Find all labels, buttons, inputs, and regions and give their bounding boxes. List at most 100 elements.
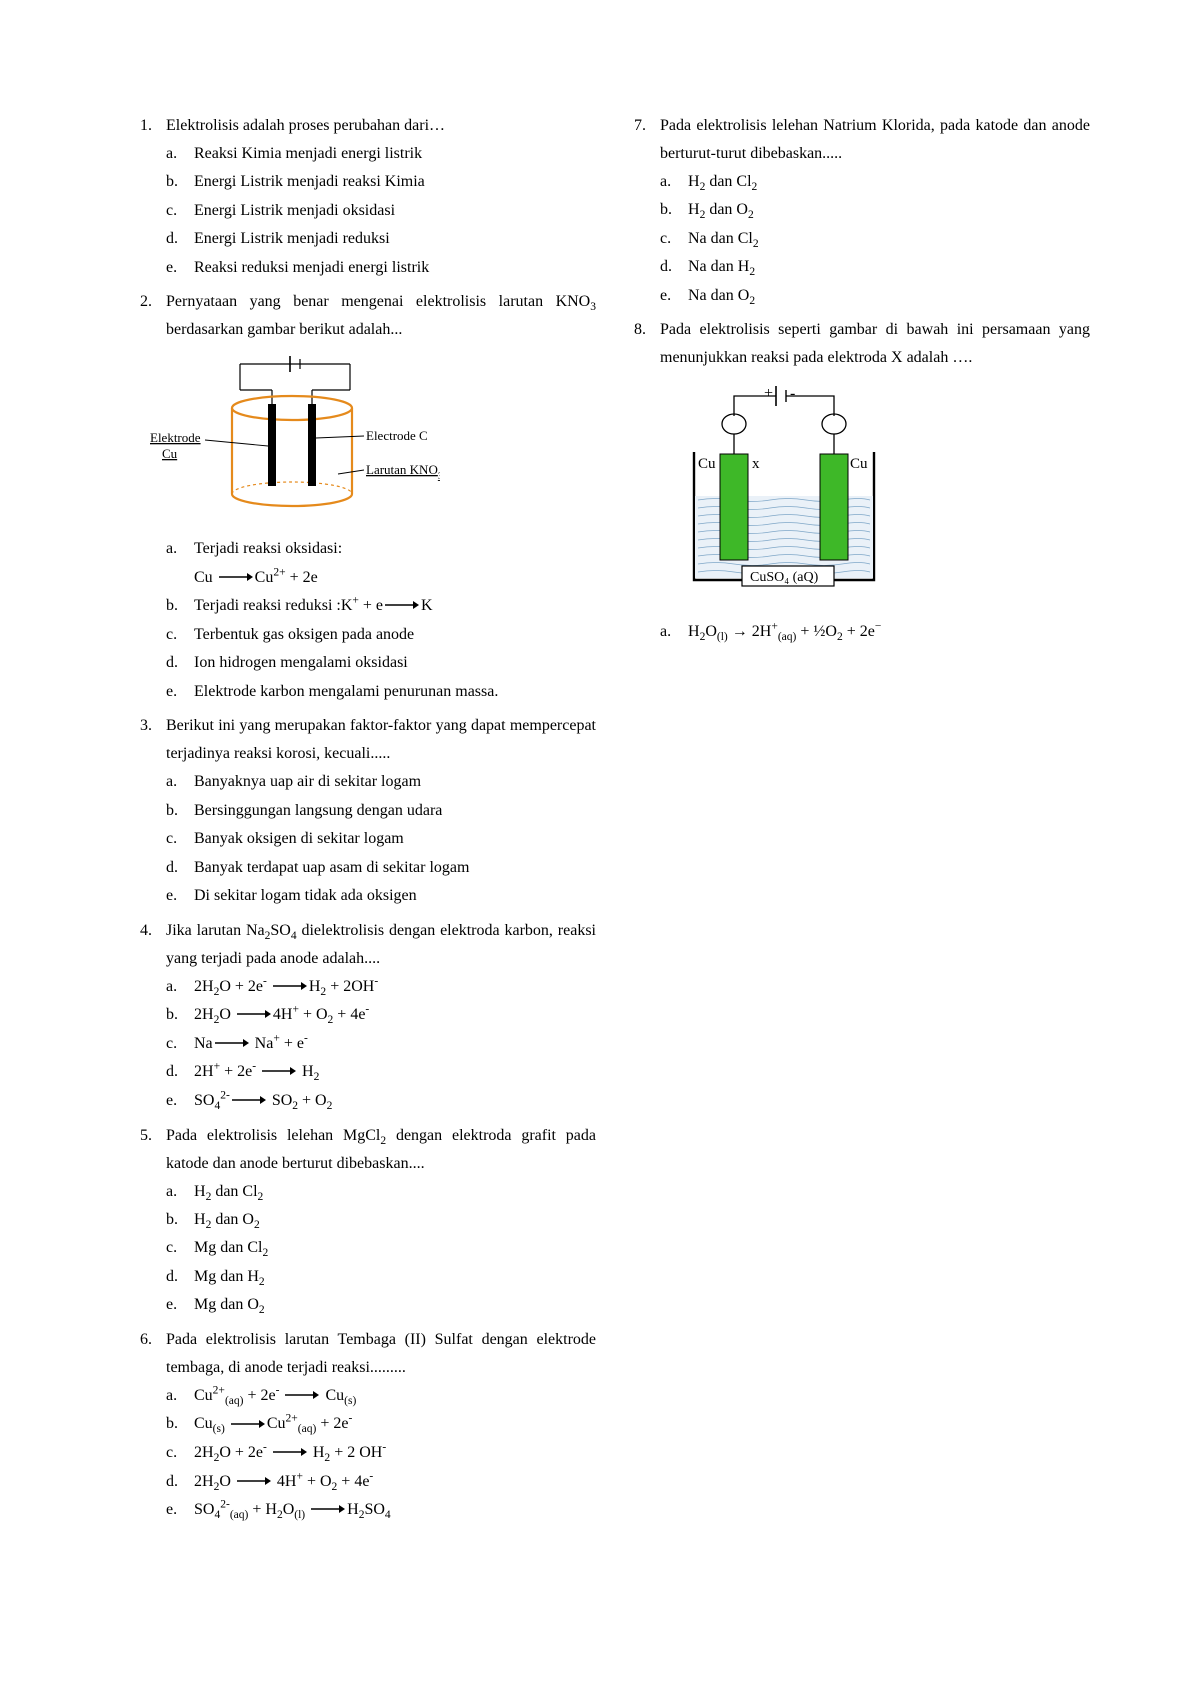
option-c: c.2H2O + 2e- H2 + 2 OH- — [166, 1439, 596, 1468]
option-letter: d. — [166, 649, 194, 677]
option-letter: d. — [166, 1468, 194, 1496]
question-2: 2.Pernyataan yang benar mengenai elektro… — [140, 288, 596, 706]
option-letter: d. — [166, 854, 194, 882]
option-text: Na dan H2 — [688, 253, 1090, 281]
option-letter: d. — [660, 253, 688, 281]
option-text: Banyak oksigen di sekitar logam — [194, 825, 596, 853]
option-a: a.2H2O + 2e- H2 + 2OH- — [166, 973, 596, 1002]
option-c: c.Na dan Cl2 — [660, 225, 1090, 253]
option-letter: e. — [166, 1291, 194, 1319]
question-8: 8.Pada elektrolisis seperti gambar di ba… — [634, 316, 1090, 646]
option-letter: e. — [166, 678, 194, 706]
option-letter: a. — [166, 1382, 194, 1410]
option-a: a.H2O(l) → 2H+(aq) + ½O2 + 2e− — [660, 618, 1090, 646]
options-list: a.Terjadi reaksi oksidasi:Cu Cu2+ + 2eb.… — [166, 535, 596, 706]
option-letter: a. — [166, 140, 194, 168]
option-letter: b. — [166, 592, 194, 620]
option-text: Mg dan O2 — [194, 1291, 596, 1319]
svg-text:CuSO₄ (aQ): CuSO₄ (aQ) — [750, 570, 819, 585]
option-letter: a. — [166, 973, 194, 1001]
option-letter: c. — [166, 621, 194, 649]
question-stem: Jika larutan Na2SO4 dielektrolisis denga… — [166, 917, 596, 973]
svg-text:Larutan KNO3: Larutan KNO3 — [366, 462, 440, 481]
option-text: SO42- SO2 + O2 — [194, 1087, 596, 1116]
option-b: b.Cu(s) Cu2+(aq) + 2e- — [166, 1410, 596, 1439]
option-text: Banyaknya uap air di sekitar logam — [194, 768, 596, 796]
svg-text:Cu: Cu — [698, 456, 716, 472]
option-d: d.2H+ + 2e- H2 — [166, 1058, 596, 1087]
option-letter: e. — [660, 282, 688, 310]
option-text: H2 dan Cl2 — [194, 1178, 596, 1206]
option-text: Na Na+ + e- — [194, 1030, 596, 1059]
option-text: 2H2O + 2e- H2 + 2OH- — [194, 973, 596, 1002]
option-text: Mg dan H2 — [194, 1263, 596, 1291]
option-text: Bersinggungan langsung dengan udara — [194, 797, 596, 825]
option-text: Di sekitar logam tidak ada oksigen — [194, 882, 596, 910]
option-c: c.Na Na+ + e- — [166, 1030, 596, 1059]
options-list: a.2H2O + 2e- H2 + 2OH-b.2H2O 4H+ + O2 + … — [166, 973, 596, 1116]
option-text: SO42-(aq) + H2O(l) H2SO4 — [194, 1496, 596, 1525]
option-a: a.Terjadi reaksi oksidasi:Cu Cu2+ + 2e — [166, 535, 596, 592]
option-letter: b. — [166, 168, 194, 196]
option-text: H2 dan O2 — [194, 1206, 596, 1234]
option-letter: b. — [660, 196, 688, 224]
option-text: H2O(l) → 2H+(aq) + ½O2 + 2e− — [688, 618, 1090, 646]
svg-text:-: - — [790, 385, 795, 402]
question-number: 2. — [140, 288, 166, 316]
option-text: Cu2+(aq) + 2e- Cu(s) — [194, 1382, 596, 1411]
option-text: Terjadi reaksi reduksi :K+ + eK — [194, 592, 596, 621]
option-e: e.Mg dan O2 — [166, 1291, 596, 1319]
question-stem: Pada elektrolisis larutan Tembaga (II) S… — [166, 1326, 596, 1382]
option-letter: d. — [166, 225, 194, 253]
option-text: 2H+ + 2e- H2 — [194, 1058, 596, 1087]
option-letter: d. — [166, 1263, 194, 1291]
option-letter: e. — [166, 1496, 194, 1524]
svg-text:Cu: Cu — [162, 446, 178, 461]
option-text: Terjadi reaksi oksidasi:Cu Cu2+ + 2e — [194, 535, 596, 592]
option-c: c.Banyak oksigen di sekitar logam — [166, 825, 596, 853]
option-b: b.Energi Listrik menjadi reaksi Kimia — [166, 168, 596, 196]
question-number: 5. — [140, 1122, 166, 1150]
question-5: 5.Pada elektrolisis lelehan MgCl2 dengan… — [140, 1122, 596, 1320]
question-number: 4. — [140, 917, 166, 945]
question-stem: Elektrolisis adalah proses perubahan dar… — [166, 112, 596, 140]
question-number: 1. — [140, 112, 166, 140]
option-text: 2H2O 4H+ + O2 + 4e- — [194, 1468, 596, 1497]
svg-text:x: x — [752, 456, 760, 472]
question-1: 1.Elektrolisis adalah proses perubahan d… — [140, 112, 596, 282]
question-number: 7. — [634, 112, 660, 140]
option-letter: c. — [166, 1439, 194, 1467]
option-b: b.2H2O 4H+ + O2 + 4e- — [166, 1001, 596, 1030]
options-list: a.Banyaknya uap air di sekitar logamb.Be… — [166, 768, 596, 910]
option-d: d.Ion hidrogen mengalami oksidasi — [166, 649, 596, 677]
svg-text:Electrode C: Electrode C — [366, 428, 428, 443]
option-b: b.H2 dan O2 — [660, 196, 1090, 224]
option-e: e.SO42-(aq) + H2O(l) H2SO4 — [166, 1496, 596, 1525]
options-list: a.H2 dan Cl2b.H2 dan O2c.Na dan Cl2d.Na … — [660, 168, 1090, 310]
option-text: Elektrode karbon mengalami penurunan mas… — [194, 678, 596, 706]
option-letter: a. — [166, 1178, 194, 1206]
option-text: Mg dan Cl2 — [194, 1234, 596, 1262]
svg-text:Elektrode: Elektrode — [150, 430, 201, 445]
question-3: 3.Berikut ini yang merupakan faktor-fakt… — [140, 712, 596, 910]
option-text: Ion hidrogen mengalami oksidasi — [194, 649, 596, 677]
option-letter: a. — [660, 168, 688, 196]
option-b: b.Bersinggungan langsung dengan udara — [166, 797, 596, 825]
question-stem: Berikut ini yang merupakan faktor-faktor… — [166, 712, 596, 768]
question-stem: Pada elektrolisis lelehan Natrium Klorid… — [660, 112, 1090, 168]
question-stem: Pada elektrolisis seperti gambar di bawa… — [660, 316, 1090, 372]
option-letter: c. — [166, 1234, 194, 1262]
option-letter: e. — [166, 1087, 194, 1115]
option-letter: e. — [166, 882, 194, 910]
option-a: a.Banyaknya uap air di sekitar logam — [166, 768, 596, 796]
option-d: d.2H2O 4H+ + O2 + 4e- — [166, 1468, 596, 1497]
option-text: 2H2O + 2e- H2 + 2 OH- — [194, 1439, 596, 1468]
option-text: H2 dan O2 — [688, 196, 1090, 224]
option-text: Reaksi Kimia menjadi energi listrik — [194, 140, 596, 168]
question-4: 4.Jika larutan Na2SO4 dielektrolisis den… — [140, 917, 596, 1116]
option-c: c.Terbentuk gas oksigen pada anode — [166, 621, 596, 649]
option-letter: a. — [166, 768, 194, 796]
option-letter: d. — [166, 1058, 194, 1086]
option-letter: a. — [166, 535, 194, 563]
option-letter: c. — [166, 197, 194, 225]
